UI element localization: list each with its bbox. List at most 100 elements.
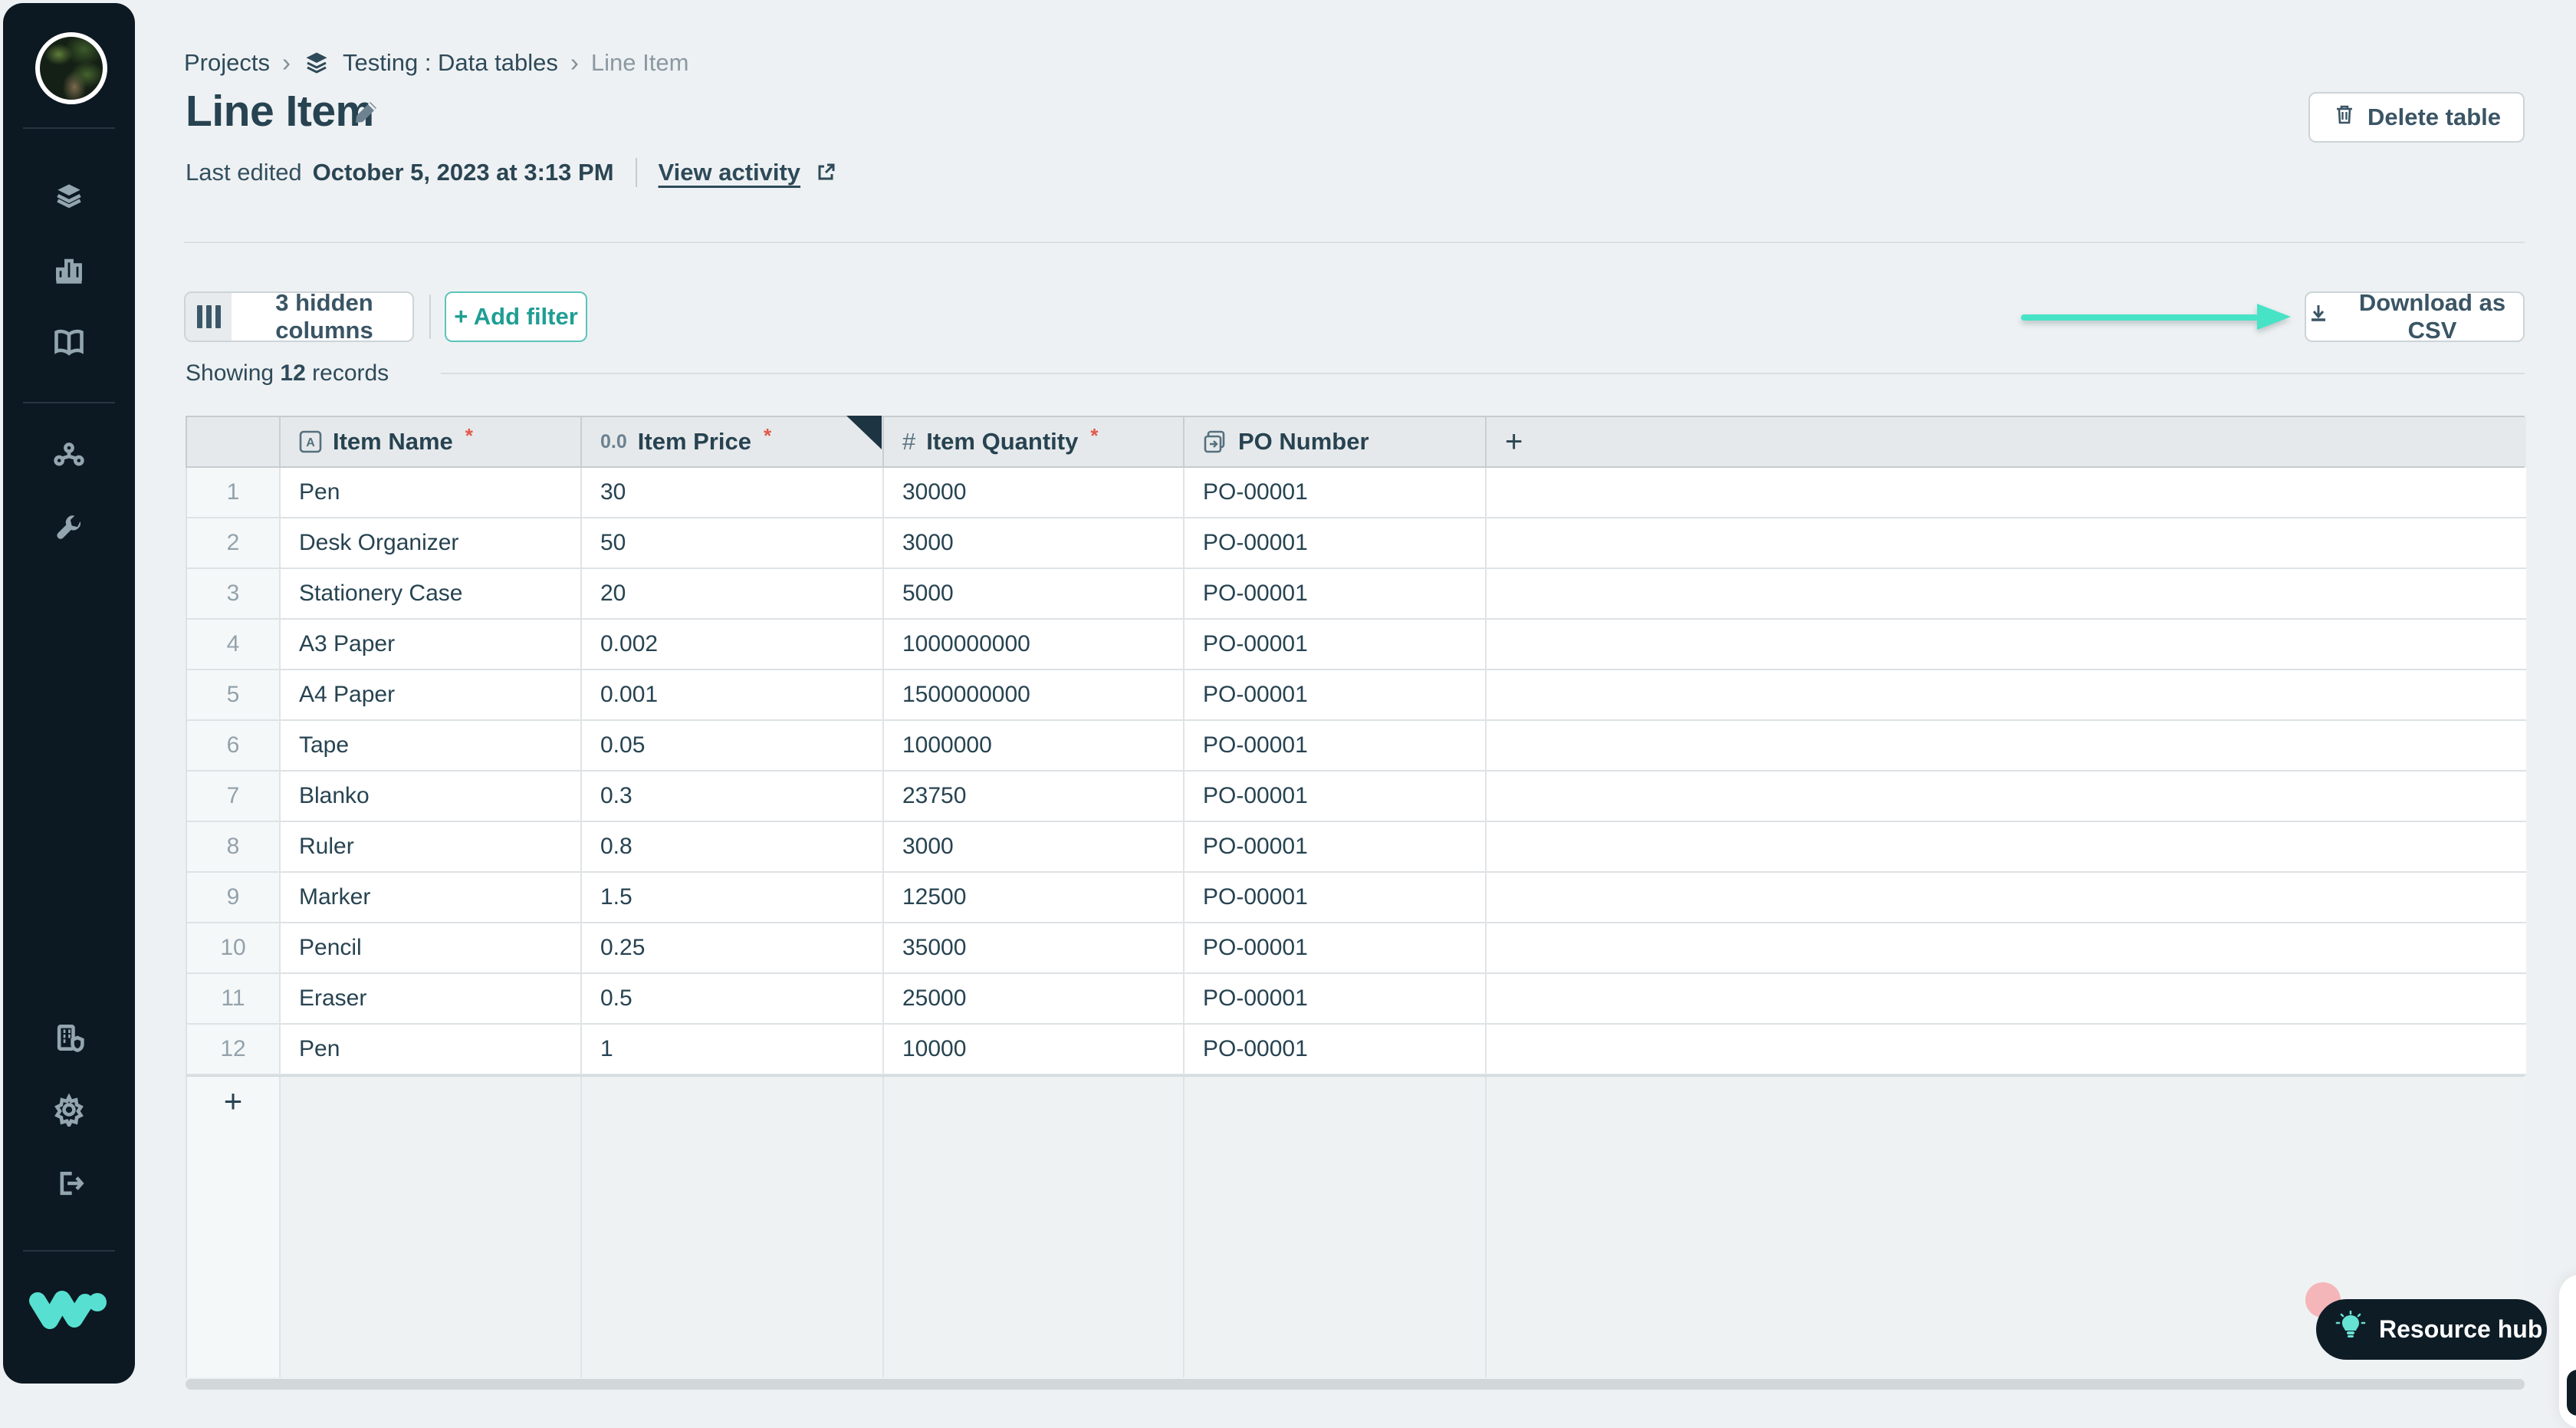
cell-item-name[interactable]: Tape — [281, 721, 582, 772]
column-header-po-number[interactable]: PO Number — [1184, 417, 1487, 466]
cell-item-quantity[interactable]: 3000 — [884, 518, 1184, 569]
cell-item-price[interactable]: 1.5 — [582, 873, 884, 923]
cell-filler — [1487, 721, 2526, 772]
cell-item-quantity[interactable]: 35000 — [884, 923, 1184, 974]
cell-item-name[interactable]: Blanko — [281, 772, 582, 822]
column-header-item-quantity[interactable]: # Item Quantity * — [884, 417, 1184, 466]
cell-item-name[interactable]: Marker — [281, 873, 582, 923]
resource-hub-button[interactable]: Resource hub — [2316, 1299, 2547, 1360]
hidden-columns-button[interactable]: 3 hidden columns — [184, 291, 414, 342]
cell-item-quantity[interactable]: 23750 — [884, 772, 1184, 822]
share-icon[interactable] — [51, 439, 87, 474]
table-row: 3 Stationery Case 20 5000 PO-00001 — [187, 569, 2526, 620]
cell-item-name[interactable]: Eraser — [281, 974, 582, 1025]
cell-item-quantity[interactable]: 25000 — [884, 974, 1184, 1025]
table-row: 8 Ruler 0.8 3000 PO-00001 — [187, 822, 2526, 873]
cell-item-name[interactable]: Ruler — [281, 822, 582, 873]
cell-po-number[interactable]: PO-00001 — [1184, 822, 1487, 873]
sign-out-icon[interactable] — [51, 1166, 87, 1201]
avatar[interactable] — [35, 32, 107, 104]
add-row-button[interactable]: + — [187, 1077, 281, 1377]
cell-item-price[interactable]: 20 — [582, 569, 884, 620]
bar-chart-icon[interactable] — [51, 252, 87, 287]
cell-item-name[interactable]: A3 Paper — [281, 620, 582, 670]
cell-item-quantity[interactable]: 1000000 — [884, 721, 1184, 772]
breadcrumb-table-group[interactable]: Testing : Data tables — [342, 49, 558, 76]
cell-item-quantity[interactable]: 30000 — [884, 468, 1184, 518]
record-count: 12 — [280, 360, 306, 386]
cell-po-number[interactable]: PO-00001 — [1184, 620, 1487, 670]
cell-item-price[interactable]: 0.5 — [582, 974, 884, 1025]
cell-po-number[interactable]: PO-00001 — [1184, 974, 1487, 1025]
cell-item-price[interactable]: 0.05 — [582, 721, 884, 772]
annotation-arrow — [2021, 304, 2291, 330]
cell-item-price[interactable]: 0.25 — [582, 923, 884, 974]
cell-po-number[interactable]: PO-00001 — [1184, 873, 1487, 923]
cell-po-number[interactable]: PO-00001 — [1184, 772, 1487, 822]
row-number: 7 — [187, 772, 281, 822]
cell-item-quantity[interactable]: 3000 — [884, 822, 1184, 873]
required-marker: * — [763, 423, 772, 447]
row-number: 11 — [187, 974, 281, 1025]
cell-po-number[interactable]: PO-00001 — [1184, 569, 1487, 620]
delete-table-button[interactable]: Delete table — [2308, 92, 2525, 143]
cell-item-name[interactable]: Stationery Case — [281, 569, 582, 620]
last-edited-prefix: Last edited — [186, 159, 302, 186]
gear-icon[interactable] — [51, 1092, 87, 1127]
cell-po-number[interactable]: PO-00001 — [1184, 721, 1487, 772]
cell-filler — [1487, 518, 2526, 569]
table-row: 1 Pen 30 30000 PO-00001 — [187, 468, 2526, 518]
cell-filler — [1487, 772, 2526, 822]
cell-item-price[interactable]: 30 — [582, 468, 884, 518]
view-activity-link[interactable]: View activity — [658, 159, 801, 186]
cell-item-quantity[interactable]: 1000000000 — [884, 620, 1184, 670]
cell-po-number[interactable]: PO-00001 — [1184, 1025, 1487, 1075]
cell-item-price[interactable]: 0.002 — [582, 620, 884, 670]
cell-item-quantity[interactable]: 5000 — [884, 569, 1184, 620]
cell-po-number[interactable]: PO-00001 — [1184, 468, 1487, 518]
required-marker: * — [1090, 423, 1099, 447]
record-count-rule — [441, 373, 2525, 374]
column-header-item-name[interactable]: A Item Name * — [281, 417, 582, 466]
cell-po-number[interactable]: PO-00001 — [1184, 923, 1487, 974]
corner-widget — [2567, 1370, 2576, 1416]
toolbar-divider — [429, 294, 431, 339]
w-logo[interactable] — [27, 1285, 111, 1336]
cell-item-price[interactable]: 1 — [582, 1025, 884, 1075]
cell-item-price[interactable]: 50 — [582, 518, 884, 569]
cell-item-quantity[interactable]: 10000 — [884, 1025, 1184, 1075]
cell-po-number[interactable]: PO-00001 — [1184, 670, 1487, 721]
cell-item-quantity[interactable]: 12500 — [884, 873, 1184, 923]
row-number: 5 — [187, 670, 281, 721]
layers-icon — [303, 49, 330, 77]
cell-item-name[interactable]: Pen — [281, 1025, 582, 1075]
cell-item-price[interactable]: 0.001 — [582, 670, 884, 721]
horizontal-scrollbar[interactable] — [186, 1379, 2525, 1390]
cell-item-name[interactable]: Pen — [281, 468, 582, 518]
cell-item-name[interactable]: Desk Organizer — [281, 518, 582, 569]
cell-item-quantity[interactable]: 1500000000 — [884, 670, 1184, 721]
add-column-button[interactable]: + — [1487, 417, 2526, 466]
breadcrumb: Projects › Testing : Data tables › Line … — [184, 48, 688, 78]
cell-item-price[interactable]: 0.8 — [582, 822, 884, 873]
cell-item-price[interactable]: 0.3 — [582, 772, 884, 822]
table-header-row: A Item Name * 0.0 Item Price * # Item Quan… — [186, 416, 2526, 468]
cell-filler — [1487, 822, 2526, 873]
row-number: 3 — [187, 569, 281, 620]
cell-po-number[interactable]: PO-00001 — [1184, 518, 1487, 569]
edit-title-pencil-icon[interactable] — [351, 97, 382, 127]
cell-item-name[interactable]: A4 Paper — [281, 670, 582, 721]
cell-item-name[interactable]: Pencil — [281, 923, 582, 974]
sidebar-divider — [23, 1250, 115, 1252]
wrench-icon[interactable] — [51, 511, 87, 546]
cell-filler — [1487, 873, 2526, 923]
breadcrumb-projects[interactable]: Projects — [184, 49, 270, 76]
table-body: 1 Pen 30 30000 PO-00001 2 Desk Organizer 50 3000… — [186, 468, 2526, 1075]
download-csv-button[interactable]: Download as CSV — [2305, 289, 2525, 344]
column-header-item-price[interactable]: 0.0 Item Price * — [582, 417, 884, 466]
book-icon[interactable] — [51, 325, 87, 360]
add-filter-button[interactable]: + Add filter — [445, 291, 587, 342]
layers-icon[interactable] — [51, 178, 87, 213]
building-shield-icon[interactable] — [51, 1020, 87, 1055]
linked-record-icon — [1203, 429, 1227, 454]
